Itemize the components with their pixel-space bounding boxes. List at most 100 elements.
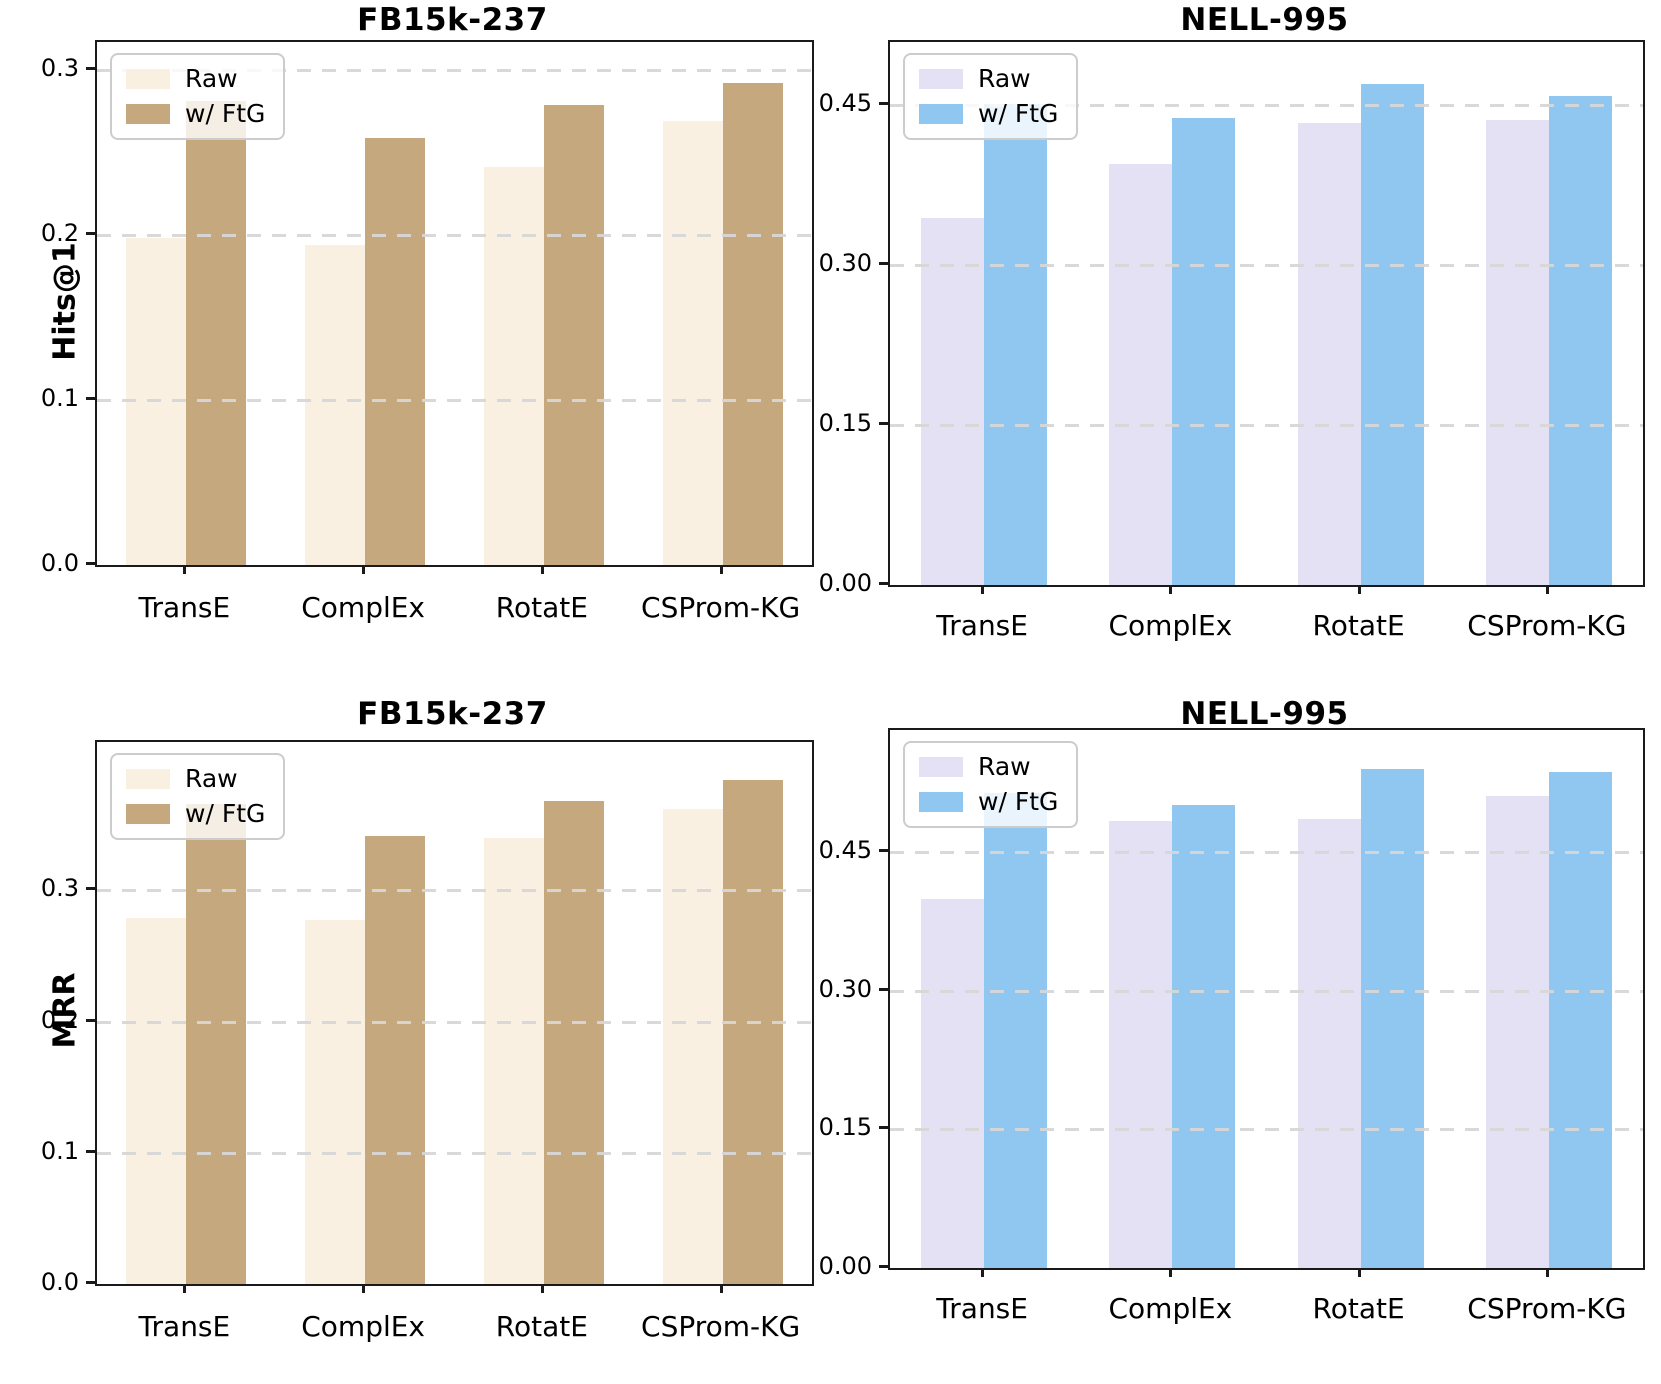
y-tick-mark bbox=[879, 421, 888, 425]
bar-raw-transe bbox=[126, 918, 187, 1284]
legend-item-w-ftg: w/ FtG bbox=[919, 101, 1058, 127]
gridline bbox=[97, 1020, 812, 1024]
bar-w-ftg-transe bbox=[984, 104, 1048, 585]
legend: Raw w/ FtG bbox=[110, 753, 286, 840]
bar-w-ftg-rotate bbox=[1360, 769, 1424, 1268]
gridline bbox=[890, 989, 1643, 993]
legend-swatch-raw bbox=[919, 69, 963, 89]
legend-swatch-raw bbox=[126, 769, 170, 789]
gridline bbox=[97, 399, 812, 403]
x-category-label-transe: TransE bbox=[936, 609, 1028, 642]
x-tick-mark bbox=[362, 565, 366, 574]
plot-area: Raw w/ FtG bbox=[95, 40, 814, 567]
legend-label-w-ftg: w/ FtG bbox=[978, 787, 1059, 816]
y-tick-mark bbox=[86, 1018, 95, 1022]
legend-swatch-w-ftg bbox=[126, 804, 170, 824]
x-tick-mark bbox=[1357, 1268, 1361, 1277]
x-category-label-transe: TransE bbox=[138, 1310, 231, 1343]
bar-raw-csprom-kg bbox=[662, 121, 723, 565]
legend-swatch-w-ftg bbox=[919, 792, 963, 812]
bar-raw-rotate bbox=[1297, 123, 1361, 585]
legend-item-w-ftg: w/ FtG bbox=[126, 101, 265, 127]
y-tick-label: 0.2 bbox=[40, 1005, 79, 1034]
y-tick-label: 0.15 bbox=[818, 408, 872, 437]
bar-w-ftg-transe bbox=[984, 793, 1048, 1268]
bar-w-ftg-csprom-kg bbox=[1548, 772, 1612, 1268]
y-tick-label: 0.1 bbox=[40, 384, 79, 413]
x-tick-mark bbox=[362, 1284, 366, 1293]
plot-title: FB15k-237 bbox=[357, 2, 548, 38]
gridline bbox=[890, 103, 1643, 107]
bar-w-ftg-rotate bbox=[543, 105, 604, 565]
legend-swatch-w-ftg bbox=[126, 104, 170, 124]
x-tick-mark bbox=[981, 585, 985, 594]
y-tick-label: 0.0 bbox=[40, 549, 79, 577]
x-category-label-complex: ComplEx bbox=[301, 591, 426, 624]
x-category-label-transe: TransE bbox=[138, 591, 231, 624]
bar-raw-complex bbox=[305, 920, 366, 1284]
bar-raw-rotate bbox=[483, 838, 544, 1284]
subplot-nell995-mrr: NELL-995 Raw w/ FtG TransE ComplEx RotatE CS… bbox=[819, 692, 1661, 1384]
y-tick-mark bbox=[86, 397, 95, 401]
bar-raw-transe bbox=[921, 218, 985, 585]
y-tick-label: 0.45 bbox=[818, 88, 872, 117]
x-tick-mark bbox=[1545, 585, 1549, 594]
y-tick-label: 0.1 bbox=[40, 1136, 79, 1165]
x-tick-mark bbox=[1545, 1268, 1549, 1277]
bar-raw-csprom-kg bbox=[1485, 796, 1549, 1268]
gridline bbox=[97, 1151, 812, 1155]
legend-label-w-ftg: w/ FtG bbox=[185, 799, 266, 828]
legend-label-raw: Raw bbox=[978, 752, 1031, 781]
legend-item-w-ftg: w/ FtG bbox=[126, 801, 265, 827]
legend-swatch-raw bbox=[126, 69, 170, 89]
bar-w-ftg-transe bbox=[186, 804, 247, 1284]
bar-raw-rotate bbox=[1297, 819, 1361, 1268]
bar-w-ftg-transe bbox=[186, 101, 247, 565]
bar-w-ftg-csprom-kg bbox=[722, 83, 783, 565]
x-category-label-rotate: RotatE bbox=[495, 1310, 588, 1343]
y-tick-mark bbox=[879, 101, 888, 105]
x-category-label-csprom-kg: CSProm-KG bbox=[641, 1310, 801, 1343]
bar-w-ftg-complex bbox=[1172, 118, 1236, 585]
x-category-label-csprom-kg: CSProm-KG bbox=[641, 591, 801, 624]
bar-raw-complex bbox=[1109, 164, 1173, 585]
y-tick-mark bbox=[86, 232, 95, 236]
bar-w-ftg-complex bbox=[365, 836, 426, 1284]
y-tick-mark bbox=[86, 67, 95, 71]
x-category-label-complex: ComplEx bbox=[1108, 609, 1233, 642]
y-tick-label: 0.00 bbox=[818, 1252, 872, 1280]
y-tick-mark bbox=[879, 582, 888, 585]
bar-raw-transe bbox=[921, 899, 985, 1268]
gridline bbox=[97, 234, 812, 238]
y-tick-label: 0.3 bbox=[40, 54, 79, 83]
legend-item-raw: Raw bbox=[919, 754, 1058, 780]
legend: Raw w/ FtG bbox=[903, 53, 1079, 140]
legend-item-raw: Raw bbox=[919, 66, 1058, 92]
plot-title: FB15k-237 bbox=[357, 696, 548, 732]
gridline bbox=[890, 1128, 1643, 1132]
y-tick-mark bbox=[879, 987, 888, 991]
y-tick-label: 0.2 bbox=[40, 219, 79, 248]
y-tick-label: 0.45 bbox=[818, 836, 872, 865]
legend-label-raw: Raw bbox=[185, 764, 238, 793]
legend-label-w-ftg: w/ FtG bbox=[978, 99, 1059, 128]
legend-label-w-ftg: w/ FtG bbox=[185, 99, 266, 128]
y-tick-label: 0.3 bbox=[40, 874, 79, 903]
legend-label-raw: Raw bbox=[185, 64, 238, 93]
plot-area: Raw w/ FtG bbox=[95, 740, 814, 1286]
legend-item-raw: Raw bbox=[126, 66, 265, 92]
y-tick-label: 0.00 bbox=[818, 569, 872, 597]
x-tick-mark bbox=[183, 1284, 187, 1293]
y-tick-label: 0.30 bbox=[818, 248, 872, 277]
x-tick-mark bbox=[1169, 585, 1173, 594]
x-category-label-rotate: RotatE bbox=[1312, 609, 1405, 642]
legend-label-raw: Raw bbox=[978, 64, 1031, 93]
y-tick-mark bbox=[86, 1281, 95, 1284]
x-tick-mark bbox=[1357, 585, 1361, 594]
x-tick-mark bbox=[719, 565, 723, 574]
plot-area: Raw w/ FtG bbox=[888, 40, 1645, 587]
subplot-nell995-hits1: NELL-995 Raw w/ FtG TransE ComplEx RotatE CS… bbox=[819, 0, 1661, 692]
legend: Raw w/ FtG bbox=[903, 741, 1079, 828]
x-tick-mark bbox=[183, 565, 187, 574]
